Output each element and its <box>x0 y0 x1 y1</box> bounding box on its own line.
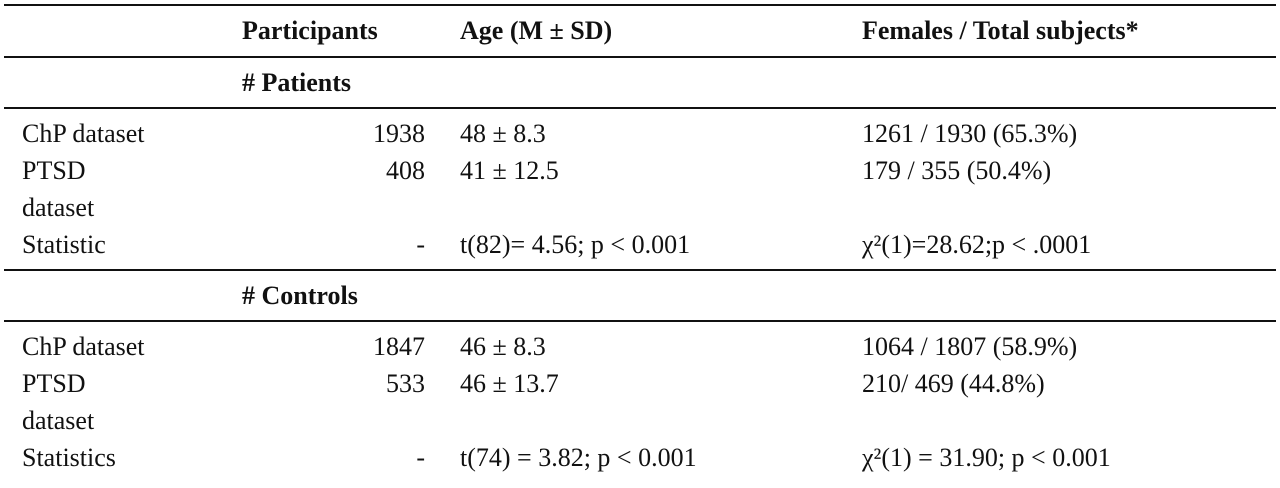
row-label: Statistics <box>22 442 116 472</box>
females: 179 / 355 (50.4%) <box>862 155 1052 185</box>
females: 1261 / 1930 (65.3%) <box>862 118 1078 148</box>
rule <box>4 320 1276 322</box>
females: 1064 / 1807 (58.9%) <box>862 331 1078 361</box>
rule <box>4 107 1276 109</box>
rule <box>4 4 1276 6</box>
females: χ²(1)=28.62;p < .0001 <box>862 229 1092 259</box>
rule <box>4 269 1276 271</box>
row-label: dataset <box>22 405 95 435</box>
section-title: # Patients <box>242 67 352 97</box>
rule <box>4 56 1276 58</box>
row-label: ChP dataset <box>22 331 145 361</box>
females: χ²(1) = 31.90; p < 0.001 <box>862 442 1111 472</box>
row-label: dataset <box>22 192 95 222</box>
row-label: Statistic <box>22 229 106 259</box>
participants: 1847 <box>373 331 425 361</box>
age: 41 ± 12.5 <box>460 155 559 185</box>
row-label: PTSD <box>22 155 86 185</box>
row-label: ChP dataset <box>22 118 145 148</box>
section-title: # Controls <box>242 280 358 310</box>
participants: - <box>416 442 425 472</box>
participants: 1938 <box>373 118 425 148</box>
header-participants: Participants <box>242 15 378 45</box>
age: 46 ± 13.7 <box>460 368 559 398</box>
females: 210/ 469 (44.8%) <box>862 368 1045 398</box>
participants: 408 <box>386 155 425 185</box>
age: 46 ± 8.3 <box>460 331 546 361</box>
row-label: PTSD <box>22 368 86 398</box>
header-age: Age (M ± SD) <box>460 15 613 45</box>
age: t(82)= 4.56; p < 0.001 <box>460 229 691 259</box>
participants: - <box>416 229 425 259</box>
age: t(74) = 3.82; p < 0.001 <box>460 442 697 472</box>
age: 48 ± 8.3 <box>460 118 546 148</box>
header-females: Females / Total subjects* <box>862 15 1139 45</box>
participants: 533 <box>386 368 425 398</box>
